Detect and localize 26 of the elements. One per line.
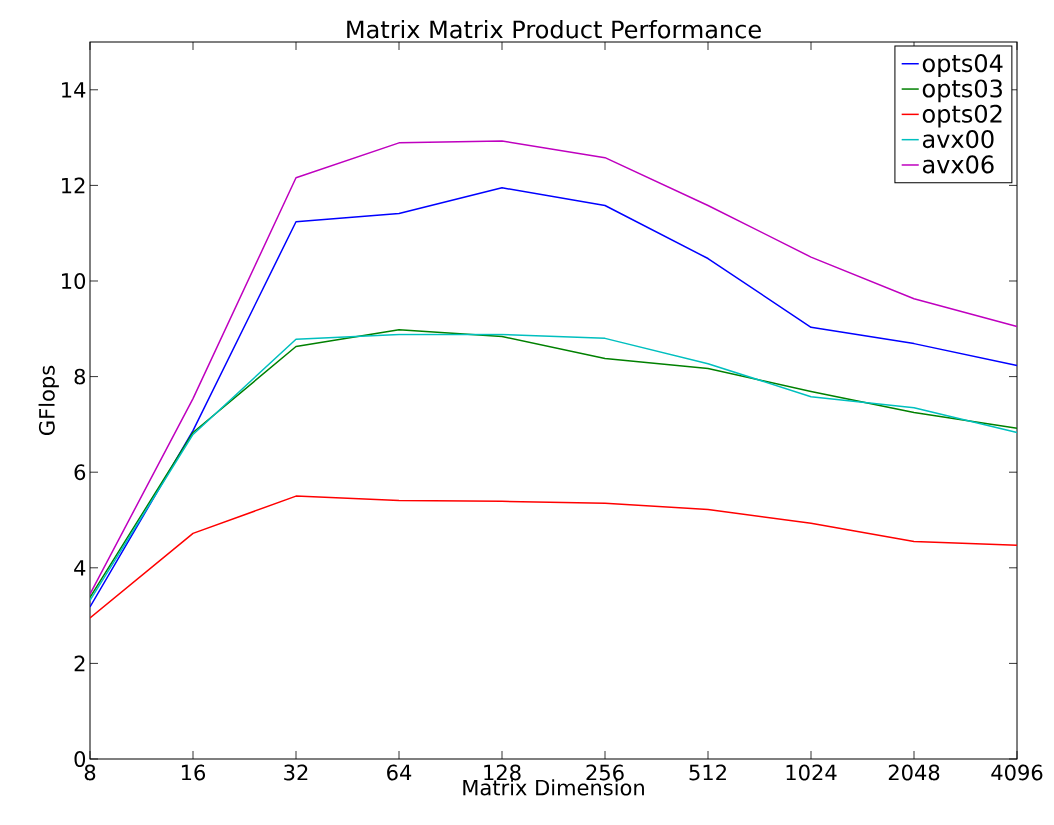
y-tick-label: 6 (74, 464, 86, 481)
legend-label: opts02 (922, 104, 1002, 128)
line-series (90, 495, 1018, 619)
y-tick-label: 10 (62, 273, 86, 289)
legend-label: avx06 (922, 155, 994, 174)
y-axis-title: GFlops (38, 365, 59, 435)
y-tick-label: 0 (74, 751, 86, 767)
x-tick-label: 16 (181, 764, 206, 781)
x-tick-label: 1024 (786, 764, 837, 781)
x-tick-label: 256 (586, 764, 624, 781)
x-axis-title: Matrix Dimension (463, 779, 644, 796)
legend-label: opts04 (922, 54, 1003, 77)
y-tick-label: 12 (62, 177, 85, 194)
x-tick-label: 128 (484, 764, 521, 781)
legend-label: avx00 (922, 130, 994, 149)
x-tick-label: 4096 (991, 764, 1043, 781)
x-tick-label: 2048 (888, 764, 940, 781)
x-tick-label: 512 (689, 764, 726, 781)
y-tick-label: 2 (74, 655, 85, 672)
y-tick-label: 8 (74, 368, 86, 385)
y-tick-label: 14 (62, 82, 86, 98)
legend-label: opts03 (922, 79, 1002, 103)
y-tick-label: 4 (74, 560, 86, 576)
x-tick-label: 32 (284, 764, 308, 781)
x-tick-label: 64 (387, 764, 412, 781)
chart-title: Matrix Matrix Product Performance (347, 19, 761, 39)
